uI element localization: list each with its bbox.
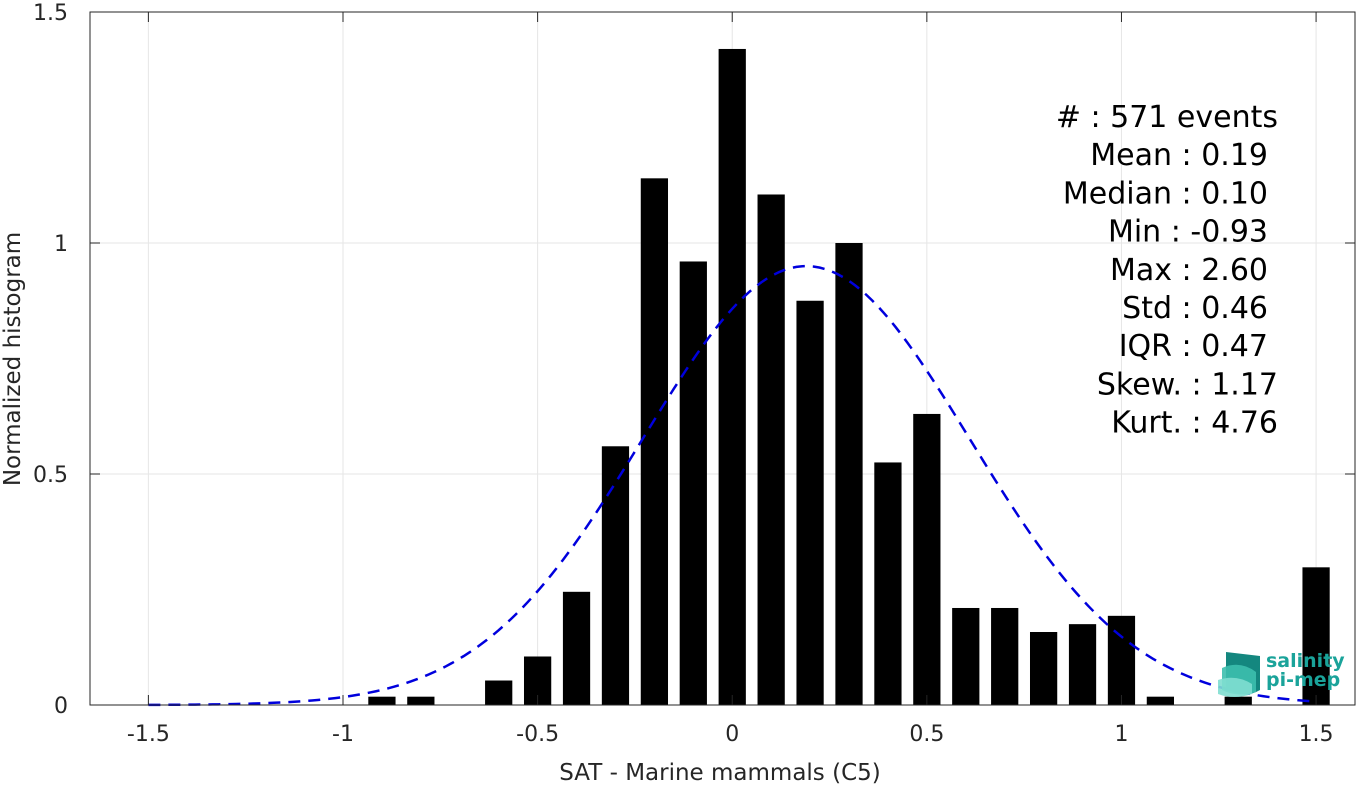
- histogram-bar-19: [1146, 696, 1175, 705]
- y-tick-label-1: 0.5: [33, 463, 68, 488]
- histogram-bar-11: [835, 243, 863, 705]
- stats-line-6: IQR : 0.47: [1119, 329, 1268, 364]
- x-tick-label-3: 0: [725, 722, 739, 747]
- salinity-pi-mep-logo: salinity pi-mep: [1218, 650, 1345, 697]
- histogram-bar-21: [1302, 567, 1330, 705]
- histogram-bar-9: [757, 194, 785, 706]
- normal-fit-curve: [148, 264, 1317, 707]
- x-tick-label-6: 1.5: [1299, 722, 1334, 747]
- x-tick-label-0: -1.5: [127, 722, 170, 747]
- histogram-bar-20: [1224, 696, 1252, 705]
- axis-ticks: -1.5 -1 -0.5 0 0.5 1 1.5 0 0.5 1 1.5: [33, 1, 1355, 747]
- stats-line-5: Std : 0.46: [1122, 291, 1268, 326]
- stats-line-1: Mean : 0.19: [1090, 138, 1268, 173]
- logo-text-line2: pi-mep: [1266, 669, 1340, 691]
- x-tick-label-1: -1: [332, 722, 354, 747]
- histogram-bar-15: [991, 607, 1019, 705]
- histogram-bar-16: [1029, 632, 1058, 705]
- histogram-bar-8: [718, 48, 746, 705]
- x-tick-label-2: -0.5: [516, 722, 559, 747]
- y-tick-label-2: 1: [54, 232, 68, 257]
- histogram-bar-10: [796, 300, 824, 705]
- histogram-bar-18: [1107, 615, 1136, 705]
- histogram-bars: [368, 48, 1330, 706]
- histogram-bar-2: [485, 680, 513, 705]
- histogram-bar-14: [952, 607, 980, 705]
- y-tick-label-3: 1.5: [33, 1, 68, 26]
- stats-line-7: Skew. : 1.17: [1097, 367, 1278, 402]
- stats-line-2: Median : 0.10: [1063, 176, 1268, 211]
- x-axis-label: SAT - Marine mammals (C5): [559, 760, 881, 785]
- histogram-bar-1: [407, 696, 435, 705]
- y-tick-label-0: 0: [54, 694, 68, 719]
- histogram-bar-0: [368, 696, 396, 705]
- histogram-bar-17: [1068, 624, 1097, 705]
- histogram-bar-4: [562, 591, 591, 705]
- x-tick-label-4: 0.5: [909, 722, 944, 747]
- wave-logo-icon: [1218, 652, 1260, 697]
- logo-text-line1: salinity: [1266, 650, 1345, 672]
- histogram-bar-5: [601, 446, 630, 705]
- histogram-bar-7: [679, 261, 707, 705]
- stats-line-8: Kurt. : 4.76: [1111, 406, 1278, 441]
- x-tick-label-5: 1: [1114, 722, 1128, 747]
- histogram-bar-13: [913, 413, 941, 705]
- stats-line-0: # : 571 events: [1056, 100, 1278, 135]
- stats-line-3: Min : -0.93: [1108, 215, 1268, 250]
- y-axis-label: Normalized histogram: [0, 232, 26, 486]
- histogram-bar-12: [874, 462, 902, 705]
- axes-box: [89, 11, 1356, 706]
- stats-line-4: Max : 2.60: [1110, 253, 1268, 288]
- histogram-bar-6: [640, 178, 669, 705]
